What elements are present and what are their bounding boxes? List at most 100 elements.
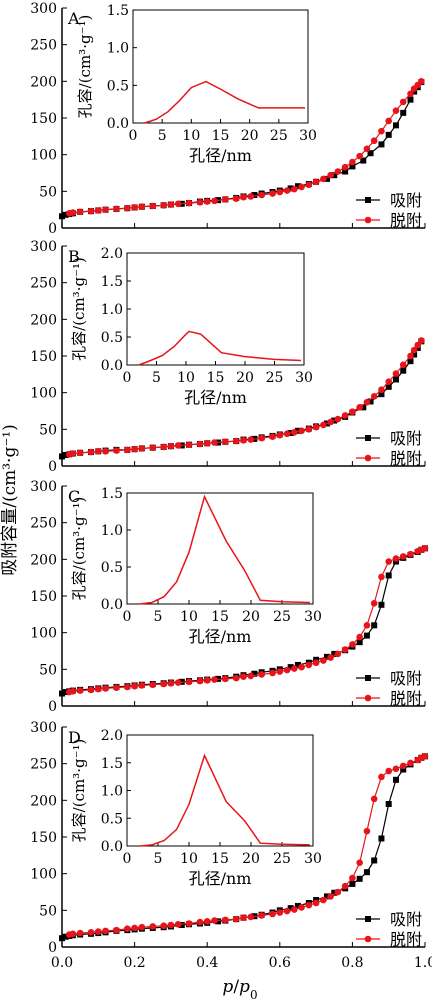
data-point xyxy=(232,195,240,202)
inset-x-tick-label: 5 xyxy=(154,609,163,625)
data-point xyxy=(211,439,218,446)
data-point xyxy=(124,446,131,454)
inset-y-label: 孔容/(cm³·g⁻¹) xyxy=(70,497,88,601)
inset-y-tick-label: 0.5 xyxy=(101,560,123,576)
inset-x-tick-label: 5 xyxy=(152,370,161,386)
data-point xyxy=(378,835,385,842)
data-point xyxy=(160,680,167,688)
data-point xyxy=(327,654,334,661)
data-point xyxy=(95,448,102,455)
inset-x-tick-label: 25 xyxy=(273,851,291,867)
data-point xyxy=(138,203,146,211)
legend-marker xyxy=(364,454,372,462)
data-point xyxy=(76,449,84,457)
data-point xyxy=(334,888,342,896)
data-point xyxy=(342,168,349,175)
y-tick-label: 250 xyxy=(30,516,57,532)
y-tick-label: 0 xyxy=(48,940,57,956)
data-point xyxy=(334,168,342,175)
data-point xyxy=(138,445,146,452)
legend-marker xyxy=(364,216,372,224)
data-point xyxy=(305,181,313,189)
data-point xyxy=(247,913,255,921)
data-point xyxy=(185,920,193,927)
inset-x-tick-label: 15 xyxy=(212,128,230,144)
data-point xyxy=(291,906,298,913)
inset-x-tick-label: 10 xyxy=(180,851,198,867)
data-point xyxy=(131,204,138,211)
data-point xyxy=(131,682,138,690)
data-point xyxy=(232,915,240,923)
data-point xyxy=(392,776,399,783)
data-point xyxy=(305,661,313,669)
inset-x-tick-label: 0 xyxy=(123,851,132,867)
data-point xyxy=(149,202,157,210)
data-point xyxy=(149,444,157,451)
inset-x-tick-label: 0 xyxy=(129,128,138,144)
data-point xyxy=(385,378,393,385)
data-point xyxy=(102,685,109,692)
data-point xyxy=(392,370,400,377)
data-point xyxy=(385,572,392,579)
data-point xyxy=(287,664,294,671)
data-point xyxy=(185,441,193,449)
data-point xyxy=(327,893,334,900)
data-point xyxy=(323,175,330,182)
y-tick-label: 50 xyxy=(39,184,57,200)
data-point xyxy=(167,201,175,208)
data-point xyxy=(211,676,218,683)
inset-y-tick-label: 1.5 xyxy=(101,274,123,290)
series-line xyxy=(69,80,422,214)
data-point xyxy=(251,670,258,677)
data-point xyxy=(240,193,247,201)
inset-x-tick-label: 5 xyxy=(158,128,167,144)
inset-pore-distribution-line xyxy=(139,753,310,847)
data-point xyxy=(160,201,167,209)
data-point xyxy=(149,681,157,689)
legend-marker xyxy=(365,197,371,203)
data-point xyxy=(356,639,363,646)
inset-x-tick-label: 10 xyxy=(182,128,200,144)
data-point xyxy=(65,688,73,696)
data-point xyxy=(87,929,95,936)
y-tick-label: 200 xyxy=(30,793,57,809)
x-tick-label: 0.2 xyxy=(123,955,145,971)
data-point xyxy=(378,601,385,608)
data-point xyxy=(305,901,313,909)
inset-y-tick-label: 0.5 xyxy=(101,811,123,827)
data-point xyxy=(331,889,338,896)
data-point xyxy=(385,558,393,565)
data-point xyxy=(392,122,399,129)
data-point xyxy=(124,204,131,212)
data-point xyxy=(385,383,392,390)
x-tick-label: 0.0 xyxy=(51,955,73,971)
data-point xyxy=(240,914,247,921)
data-point xyxy=(323,893,330,900)
data-point xyxy=(62,689,69,696)
data-point xyxy=(370,600,378,607)
data-point xyxy=(196,440,204,448)
data-point xyxy=(400,766,407,773)
data-point xyxy=(367,398,374,405)
data-point xyxy=(59,935,65,942)
inset-y-tick-label: 0.0 xyxy=(107,116,129,132)
inset-x-tick-label: 0 xyxy=(123,609,132,625)
inset-x-tick-label: 20 xyxy=(242,609,260,625)
data-point xyxy=(87,448,95,456)
data-point xyxy=(385,117,393,125)
data-point xyxy=(247,436,255,443)
y-tick-label: 150 xyxy=(30,349,57,365)
data-point xyxy=(399,553,407,560)
inset-x-tick-label: 25 xyxy=(273,609,291,625)
y-tick-label: 50 xyxy=(39,903,57,919)
data-point xyxy=(294,902,301,909)
panel-label: D xyxy=(68,728,81,747)
data-point xyxy=(269,669,276,677)
series-line xyxy=(69,340,422,455)
data-point xyxy=(196,677,204,685)
data-point xyxy=(363,398,371,406)
inset-frame xyxy=(126,252,305,366)
data-point xyxy=(320,896,327,904)
data-point xyxy=(363,632,370,639)
